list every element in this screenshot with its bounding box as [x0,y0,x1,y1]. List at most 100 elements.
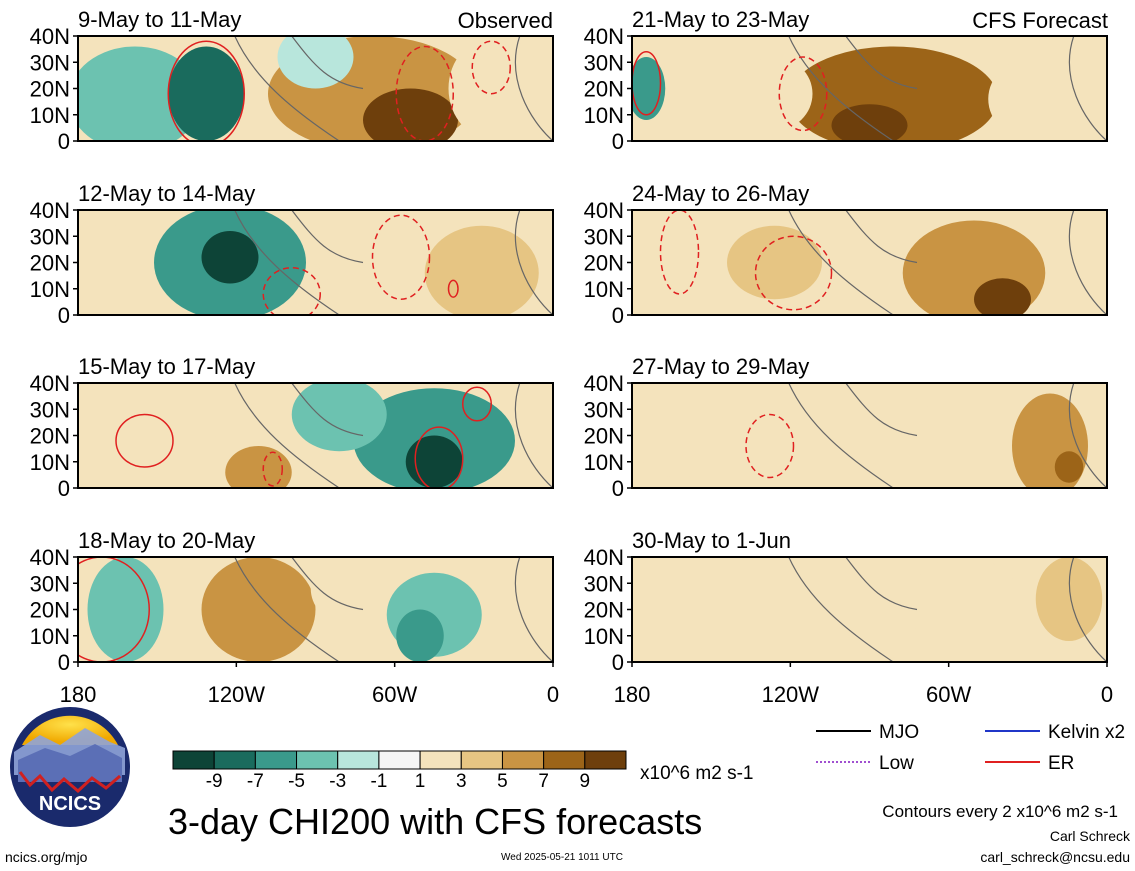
lat-tick-label: 20N [584,598,624,623]
lat-tick-label: 30N [30,571,70,596]
lat-tick-label: 30N [30,50,70,75]
legend-label: ER [1048,753,1074,774]
coastline [788,36,1107,141]
er-contour [414,426,464,488]
colorbar-swatch [419,750,462,770]
shading-region [78,220,131,305]
colorbar-label: 5 [497,771,508,792]
shading-region [632,393,727,478]
coastline [788,383,1107,488]
figure-title: 3-day CHI200 with CFS forecasts [168,801,702,842]
colorbar-swatch [254,750,298,770]
shading-region [727,225,822,300]
shading-region [405,435,463,488]
lat-tick-label: 40N [584,198,624,223]
lat-tick-label: 30N [584,571,624,596]
shading-region [988,57,1084,141]
shading-region [1035,557,1103,641]
shading-region [291,383,387,452]
er-contour [632,51,662,116]
er-contour [262,267,321,315]
footer-email[interactable]: carl_schreck@ncsu.edu [980,849,1130,865]
shading-region [679,588,756,652]
lat-tick-label: 0 [612,476,624,501]
er-contour [395,45,454,141]
panel-period-label: 12-May to 14-May [78,181,255,206]
lat-tick-label: 40N [30,24,70,49]
shading-region [424,225,539,315]
coastline [234,36,553,141]
colorbar-swatch [543,750,586,770]
colorbar-label: 1 [415,771,426,792]
lat-tick-label: 0 [58,129,70,154]
er-contour [447,279,459,298]
colorbar-swatch [213,750,256,770]
shading-region [774,567,870,662]
shading-region [315,210,411,294]
colorbar-swatch [378,750,421,770]
lon-tick-label: 120W [762,682,820,707]
lat-tick-label: 30N [30,224,70,249]
colorbar-label: 7 [538,771,549,792]
er-contour [745,413,795,479]
er-contour [471,40,511,95]
lon-axis-forecast: 180 120W 60W 0 [614,662,1113,707]
shading-region [87,557,164,662]
shading-region [277,36,354,89]
lat-tick-label: 40N [30,198,70,223]
shading-region [750,383,941,478]
lat-tick-label: 40N [584,545,624,570]
colorbar-swatch [172,750,215,770]
footer-timestamp: Wed 2025-05-21 1011 UTC [501,852,623,863]
panel-period-label: 24-May to 26-May [632,181,809,206]
coastline [788,210,1107,315]
colorbar-label: -5 [288,771,305,792]
shading-region [168,46,245,141]
forecast-label: CFS Forecast [972,8,1108,33]
legend-label: Low [879,753,914,774]
shading-region [448,36,544,141]
shading-region [736,57,813,131]
er-contour [659,210,700,295]
lat-tick-label: 30N [584,50,624,75]
lat-tick-label: 20N [30,424,70,449]
er-contour [115,413,174,468]
lat-tick-label: 20N [30,77,70,102]
er-contour [78,557,150,662]
lat-tick-label: 10N [30,277,70,302]
colorbar-unit: x10^6 m2 s-1 [640,763,753,784]
lat-tick-label: 40N [30,371,70,396]
panel-period-label: 15-May to 17-May [78,354,255,379]
shading-region [310,557,368,620]
legend-label: MJO [879,722,919,743]
lat-tick-label: 0 [612,650,624,675]
colorbar-label: 9 [580,771,591,792]
er-contour [778,56,828,132]
colorbar-label: -1 [370,771,387,792]
colorbar: -9 -7 -5 -3 -1 1 3 5 7 9 [172,750,627,792]
shading-region [974,278,1031,315]
lat-tick-label: 40N [584,371,624,396]
lon-tick-label: 60W [926,682,971,707]
footer-website[interactable]: ncics.org/mjo [5,849,88,865]
observed-label: Observed [458,8,553,33]
ncics-logo: NCICS [10,707,130,827]
er-contour [167,40,245,141]
panel-period-label: 21-May to 23-May [632,7,809,32]
panel-period-label: 27-May to 29-May [632,354,809,379]
lon-tick-label: 0 [547,682,559,707]
lon-tick-label: 120W [208,682,266,707]
colorbar-swatch [337,750,380,770]
lat-tick-label: 10N [584,103,624,128]
colorbar-swatch [460,750,503,770]
lon-tick-label: 180 [60,682,97,707]
coastline [234,557,553,662]
shading-region [641,210,718,273]
